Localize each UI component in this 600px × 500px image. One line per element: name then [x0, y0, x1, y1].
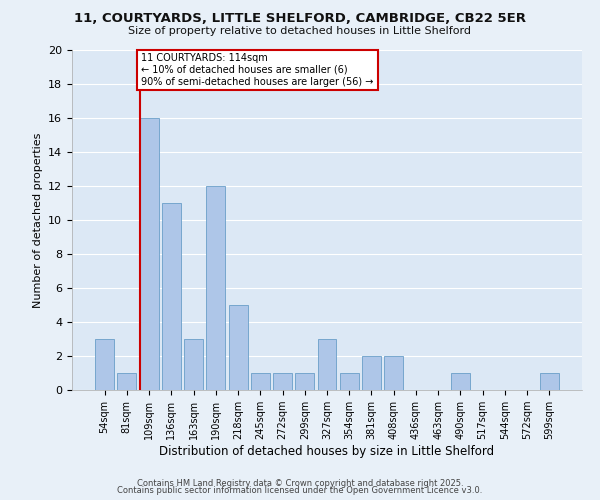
Bar — [540, 373, 559, 390]
Bar — [251, 373, 270, 390]
Bar — [384, 356, 403, 390]
Text: 11, COURTYARDS, LITTLE SHELFORD, CAMBRIDGE, CB22 5ER: 11, COURTYARDS, LITTLE SHELFORD, CAMBRID… — [74, 12, 526, 26]
Bar — [206, 186, 225, 390]
Y-axis label: Number of detached properties: Number of detached properties — [32, 132, 43, 308]
Bar — [295, 373, 314, 390]
Bar — [140, 118, 158, 390]
Bar — [340, 373, 359, 390]
Bar — [162, 203, 181, 390]
Text: Contains public sector information licensed under the Open Government Licence v3: Contains public sector information licen… — [118, 486, 482, 495]
Text: Size of property relative to detached houses in Little Shelford: Size of property relative to detached ho… — [128, 26, 472, 36]
Bar — [273, 373, 292, 390]
Bar — [184, 339, 203, 390]
Bar — [451, 373, 470, 390]
Text: Contains HM Land Registry data © Crown copyright and database right 2025.: Contains HM Land Registry data © Crown c… — [137, 478, 463, 488]
Bar — [229, 305, 248, 390]
Bar — [317, 339, 337, 390]
Bar — [95, 339, 114, 390]
X-axis label: Distribution of detached houses by size in Little Shelford: Distribution of detached houses by size … — [160, 445, 494, 458]
Bar — [118, 373, 136, 390]
Text: 11 COURTYARDS: 114sqm
← 10% of detached houses are smaller (6)
90% of semi-detac: 11 COURTYARDS: 114sqm ← 10% of detached … — [142, 54, 374, 86]
Bar — [362, 356, 381, 390]
